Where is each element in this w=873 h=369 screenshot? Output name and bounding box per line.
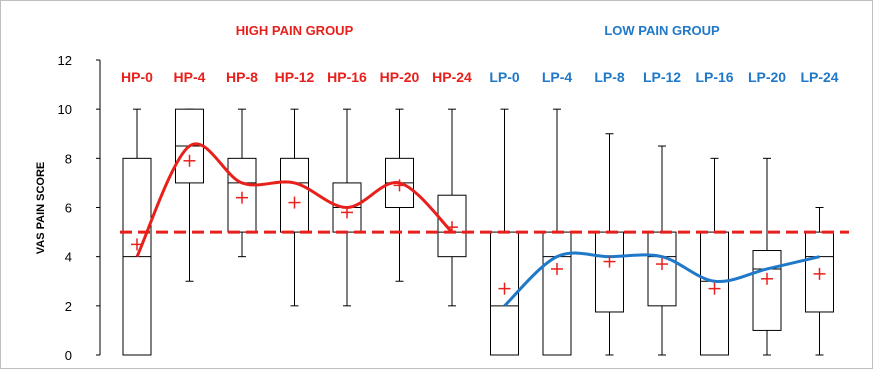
y-tick-label: 12 (58, 53, 72, 68)
boxes (122, 108, 834, 356)
y-axis-label: VAS PAIN SCORE (35, 162, 47, 255)
mean-marker-HP-20 (393, 179, 406, 192)
iqr-box (542, 231, 572, 356)
group-titles: HIGH PAIN GROUP LOW PAIN GROUP (236, 23, 720, 38)
category-label: HP-0 (121, 69, 153, 85)
y-tick-label: 6 (65, 201, 72, 216)
group-title: HIGH PAIN GROUP (236, 23, 354, 38)
mean-marker-HP-4 (183, 154, 196, 167)
category-label: HP-16 (327, 69, 367, 85)
iqr-box (700, 231, 729, 356)
category-label: HP-24 (432, 69, 472, 85)
trend-line-1 (503, 251, 820, 307)
box-LP-8 (595, 133, 624, 356)
category-label: HP-8 (226, 69, 258, 85)
mean-marker-LP-16 (708, 282, 721, 295)
y-tick-label: 10 (58, 102, 72, 117)
mean-marker-LP-8 (603, 255, 616, 268)
mean-marker-HP-12 (288, 196, 301, 209)
category-label: LP-12 (643, 69, 681, 85)
mean-marker-HP-8 (236, 191, 248, 204)
category-label: LP-4 (542, 69, 573, 85)
y-tick-label: 2 (65, 299, 72, 314)
box-HP-12 (280, 108, 309, 307)
mean-marker-LP-12 (656, 258, 668, 271)
mean-marker-LP-0 (498, 282, 511, 295)
mean-marker-HP-0 (131, 238, 143, 251)
y-tick-label: 8 (65, 151, 72, 166)
category-label: LP-20 (748, 69, 786, 85)
mean-marker-LP-20 (761, 272, 773, 285)
mean-marker-HP-24 (446, 221, 458, 234)
mean-markers (131, 154, 826, 295)
iqr-box (595, 231, 624, 313)
category-label: LP-0 (489, 69, 520, 85)
mean-marker-LP-4 (551, 262, 563, 275)
mean-marker-LP-24 (813, 267, 826, 280)
category-label: LP-8 (594, 69, 625, 85)
y-tick-label: 0 (65, 348, 72, 363)
category-label: LP-24 (800, 69, 838, 85)
y-axis: 0 2 4 6 8 10 12 (58, 53, 101, 363)
box-LP-16 (700, 157, 729, 356)
category-labels: HP-0 HP-4 HP-8 HP-12 HP-16 HP-20 HP-24 LP-0 LP-4… (121, 69, 839, 85)
group-title: LOW PAIN GROUP (604, 23, 720, 38)
iqr-box (752, 250, 782, 331)
iqr-box (280, 157, 309, 233)
mean-marker-HP-16 (341, 206, 353, 219)
category-label: HP-4 (174, 69, 206, 85)
category-label: LP-16 (695, 69, 733, 85)
category-label: HP-12 (275, 69, 315, 85)
category-label: HP-20 (380, 69, 420, 85)
box-LP-20 (752, 157, 782, 356)
y-tick-label: 4 (65, 250, 72, 265)
